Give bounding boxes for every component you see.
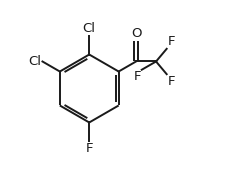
Text: F: F — [85, 142, 93, 155]
Text: F: F — [133, 70, 141, 84]
Text: Cl: Cl — [28, 55, 41, 68]
Text: F: F — [168, 75, 175, 88]
Text: O: O — [131, 27, 141, 40]
Text: Cl: Cl — [83, 22, 96, 35]
Text: F: F — [168, 35, 175, 48]
